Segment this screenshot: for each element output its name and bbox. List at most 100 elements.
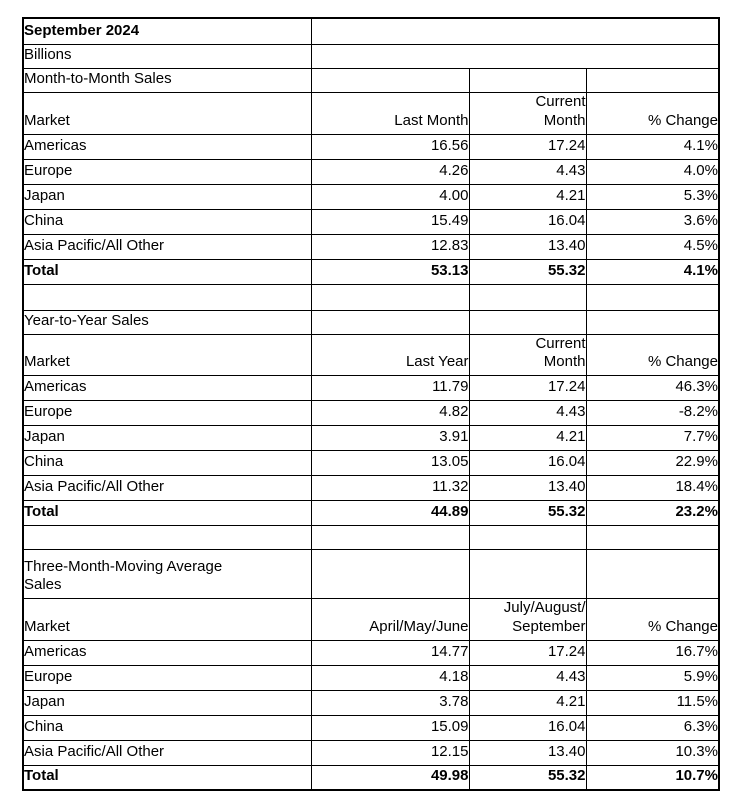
market-column-header: Market: [22, 598, 312, 641]
sales-report-table: September 2024 Billions Month-to-Month S…: [22, 17, 720, 791]
current-value: 4.43: [468, 664, 587, 691]
market-name: Asia Pacific/All Other: [22, 739, 312, 766]
current-value: 16.04: [468, 714, 587, 741]
total-label: Total: [22, 500, 312, 526]
market-name: China: [22, 450, 312, 476]
report-period-row: September 2024: [22, 17, 720, 45]
section-title-row: Year-to-Year Sales: [22, 309, 720, 335]
current-value: 4.21: [468, 183, 587, 210]
empty-cell: [585, 283, 720, 311]
pct-change-value: 46.3%: [585, 375, 720, 401]
empty-cell: [585, 549, 720, 599]
current-month-column-header: Current Month: [468, 333, 587, 376]
pct-change-value: -8.2%: [585, 400, 720, 426]
section-title-three-month-avg: Three-Month-Moving Average Sales: [22, 549, 312, 599]
report-units: Billions: [22, 43, 312, 69]
table-row: China 13.05 16.04 22.9%: [22, 450, 720, 476]
pct-change-value: 5.9%: [585, 664, 720, 691]
table-row: Europe 4.82 4.43 -8.2%: [22, 400, 720, 426]
prior-value: 4.82: [310, 400, 470, 426]
total-row: Total 49.98 55.32 10.7%: [22, 764, 720, 791]
section-title-row: Three-Month-Moving Average Sales: [22, 549, 720, 599]
pct-change-value: 6.3%: [585, 714, 720, 741]
pct-change-value: 3.6%: [585, 208, 720, 235]
total-prior-value: 49.98: [310, 764, 470, 791]
prior-value: 15.49: [310, 208, 470, 235]
current-value: 4.21: [468, 689, 587, 716]
market-column-header: Market: [22, 333, 312, 376]
total-row: Total 44.89 55.32 23.2%: [22, 500, 720, 526]
empty-cell: [310, 549, 470, 599]
prior-value: 11.32: [310, 475, 470, 501]
current-month-column-header: Current Month: [468, 91, 587, 135]
section-title-row: Month-to-Month Sales: [22, 67, 720, 93]
column-header-row: Market Last Month Current Month % Change: [22, 91, 720, 135]
prior-value: 13.05: [310, 450, 470, 476]
market-name: Asia Pacific/All Other: [22, 475, 312, 501]
market-name: Asia Pacific/All Other: [22, 233, 312, 260]
total-current-value: 55.32: [468, 258, 587, 285]
total-label: Total: [22, 258, 312, 285]
pct-change-value: 4.1%: [585, 133, 720, 160]
current-value: 13.40: [468, 739, 587, 766]
empty-cell: [310, 67, 470, 93]
prior-value: 4.18: [310, 664, 470, 691]
total-label: Total: [22, 764, 312, 791]
current-value: 4.43: [468, 400, 587, 426]
prior-value: 4.00: [310, 183, 470, 210]
total-current-value: 55.32: [468, 500, 587, 526]
empty-cell: [468, 309, 587, 335]
prior-value: 14.77: [310, 639, 470, 666]
pct-change-column-header: % Change: [585, 598, 720, 641]
market-name: Europe: [22, 400, 312, 426]
table-row: Japan 3.78 4.21 11.5%: [22, 689, 720, 716]
total-pct-change-value: 23.2%: [585, 500, 720, 526]
spacer-row: [22, 283, 720, 311]
april-may-june-column-header: April/May/June: [310, 598, 470, 641]
table-row: Asia Pacific/All Other 11.32 13.40 18.4%: [22, 475, 720, 501]
table-row: Japan 4.00 4.21 5.3%: [22, 183, 720, 210]
empty-cell: [468, 525, 587, 550]
prior-value: 15.09: [310, 714, 470, 741]
pct-change-value: 11.5%: [585, 689, 720, 716]
current-value: 13.40: [468, 233, 587, 260]
section-title-month-to-month: Month-to-Month Sales: [22, 67, 312, 93]
total-row: Total 53.13 55.32 4.1%: [22, 258, 720, 285]
current-value: 17.24: [468, 133, 587, 160]
pct-change-value: 4.5%: [585, 233, 720, 260]
last-year-column-header: Last Year: [310, 333, 470, 376]
current-value: 16.04: [468, 208, 587, 235]
market-name: China: [22, 714, 312, 741]
empty-cell: [468, 283, 587, 311]
total-prior-value: 44.89: [310, 500, 470, 526]
market-name: Europe: [22, 158, 312, 185]
current-value: 13.40: [468, 475, 587, 501]
table-row: Americas 16.56 17.24 4.1%: [22, 133, 720, 160]
total-current-value: 55.32: [468, 764, 587, 791]
current-value: 17.24: [468, 375, 587, 401]
table-row: Americas 14.77 17.24 16.7%: [22, 639, 720, 666]
market-name: Americas: [22, 375, 312, 401]
prior-value: 11.79: [310, 375, 470, 401]
july-aug-sept-column-header: July/August/ September: [468, 598, 587, 641]
empty-cell: [310, 525, 470, 550]
prior-value: 3.78: [310, 689, 470, 716]
current-value: 16.04: [468, 450, 587, 476]
market-name: China: [22, 208, 312, 235]
empty-cell: [22, 525, 312, 550]
empty-cell: [310, 309, 470, 335]
prior-value: 4.26: [310, 158, 470, 185]
pct-change-column-header: % Change: [585, 91, 720, 135]
empty-cell: [22, 283, 312, 311]
empty-cell: [585, 309, 720, 335]
empty-cell: [468, 549, 587, 599]
empty-cell: [310, 43, 720, 69]
pct-change-value: 10.3%: [585, 739, 720, 766]
report-period: September 2024: [22, 17, 312, 45]
market-name: Americas: [22, 639, 312, 666]
table-row: Japan 3.91 4.21 7.7%: [22, 425, 720, 451]
market-name: Europe: [22, 664, 312, 691]
current-value: 4.43: [468, 158, 587, 185]
table-row: Europe 4.18 4.43 5.9%: [22, 664, 720, 691]
